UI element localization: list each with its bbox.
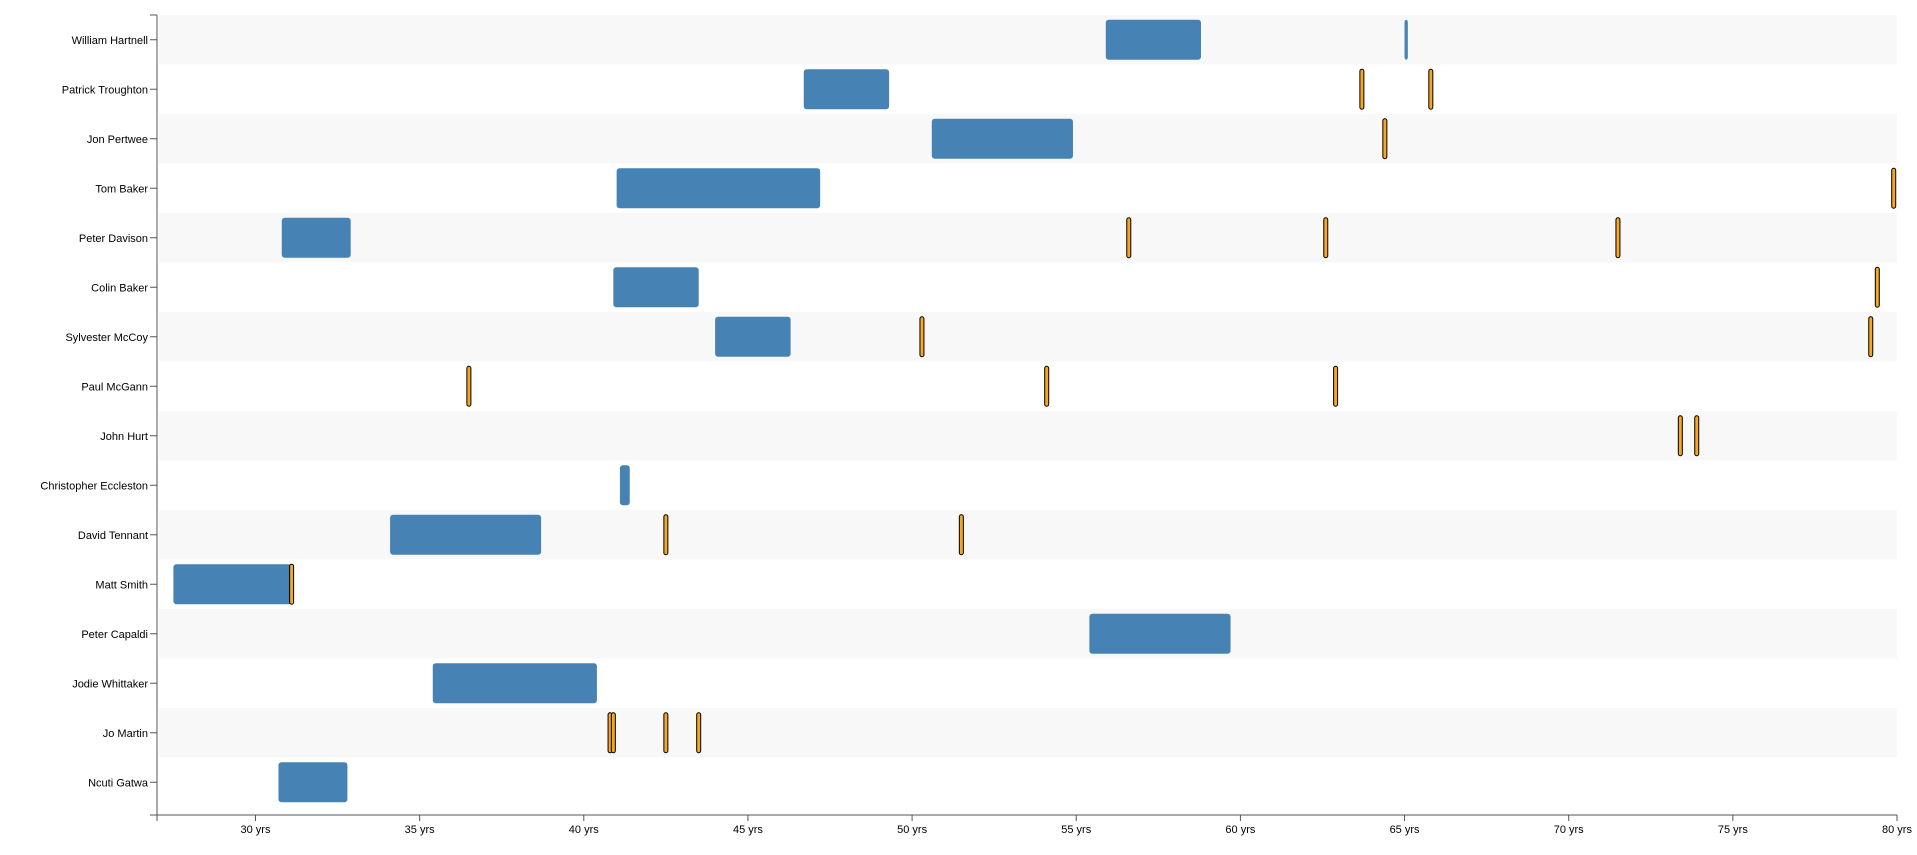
- event-mark: [289, 563, 295, 605]
- tenure-bar: [281, 217, 351, 258]
- tenure-bar: [616, 168, 821, 209]
- row-bands: [159, 15, 1897, 807]
- row-band: [159, 64, 1897, 114]
- x-tick-label: 75 yrs: [1718, 824, 1748, 836]
- event-mark: [1694, 415, 1700, 457]
- tenure-bar: [715, 316, 791, 357]
- row-label: Jon Pertwee: [87, 134, 148, 146]
- event-mark: [1323, 217, 1329, 259]
- row-label: Jodie Whittaker: [72, 678, 148, 690]
- row-band: [159, 609, 1897, 659]
- x-tick-label: 70 yrs: [1554, 824, 1584, 836]
- event-mark: [1677, 415, 1683, 457]
- tenure-bar: [803, 69, 890, 110]
- event-mark: [1333, 365, 1339, 407]
- row-label: Christopher Eccleston: [40, 480, 148, 492]
- x-tick-label: 60 yrs: [1225, 824, 1255, 836]
- event-mark: [1891, 167, 1897, 209]
- tenure-bar: [619, 465, 630, 506]
- row-label: Colin Baker: [91, 282, 148, 294]
- row-label: David Tennant: [78, 530, 148, 542]
- event-mark: [958, 514, 964, 556]
- row-label: Tom Baker: [95, 183, 148, 195]
- event-mark: [1044, 365, 1050, 407]
- event-mark: [1382, 118, 1388, 160]
- row-band: [159, 361, 1897, 411]
- row-label: Paul McGann: [81, 381, 148, 393]
- x-tick-label: 35 yrs: [405, 824, 435, 836]
- row-band: [159, 708, 1897, 758]
- row-label: Peter Davison: [79, 233, 148, 245]
- row-label: Peter Capaldi: [81, 629, 148, 641]
- tenure-bar: [931, 118, 1073, 159]
- tenure-bar: [1404, 19, 1408, 60]
- axes: William Hartnell Patrick Troughton Jon Per…: [40, 14, 1912, 836]
- data-marks: [173, 19, 1897, 803]
- row-band: [159, 213, 1897, 263]
- tenure-bar: [613, 267, 699, 308]
- event-mark: [1615, 217, 1621, 259]
- row-band: [159, 460, 1897, 510]
- row-label: Ncuti Gatwa: [88, 777, 149, 789]
- row-band: [159, 163, 1897, 213]
- x-tick-label: 55 yrs: [1061, 824, 1091, 836]
- tenure-bar: [1105, 19, 1201, 60]
- event-mark: [663, 712, 669, 754]
- event-mark: [1874, 266, 1880, 308]
- event-mark: [1868, 316, 1874, 358]
- x-tick-label: 30 yrs: [241, 824, 271, 836]
- event-mark: [663, 514, 669, 556]
- row-label: Sylvester McCoy: [65, 332, 148, 344]
- row-label: Jo Martin: [103, 728, 148, 740]
- event-mark: [1428, 68, 1434, 110]
- row-band: [159, 559, 1897, 609]
- row-band: [159, 757, 1897, 807]
- event-mark: [1126, 217, 1132, 259]
- tenure-bar: [278, 762, 348, 803]
- row-label: William Hartnell: [72, 35, 148, 47]
- row-band: [159, 312, 1897, 362]
- event-mark: [466, 365, 472, 407]
- x-tick-label: 50 yrs: [897, 824, 927, 836]
- event-mark: [1359, 68, 1365, 110]
- row-label: Patrick Troughton: [62, 84, 148, 96]
- tenure-bar: [173, 564, 292, 605]
- row-band: [159, 15, 1897, 65]
- row-band: [159, 658, 1897, 708]
- row-label: John Hurt: [100, 431, 148, 443]
- event-mark: [610, 712, 616, 754]
- x-tick-label: 65 yrs: [1390, 824, 1420, 836]
- tenure-bar: [390, 514, 542, 555]
- row-label: Matt Smith: [95, 579, 148, 591]
- x-tick-label: 40 yrs: [569, 824, 599, 836]
- x-tick-label: 45 yrs: [733, 824, 763, 836]
- row-band: [159, 411, 1897, 461]
- event-mark: [919, 316, 925, 358]
- x-tick-label: 80 yrs: [1882, 824, 1912, 836]
- tenure-bar: [432, 663, 597, 704]
- row-band: [159, 262, 1897, 312]
- tenure-bar: [1089, 613, 1231, 654]
- event-mark: [696, 712, 702, 754]
